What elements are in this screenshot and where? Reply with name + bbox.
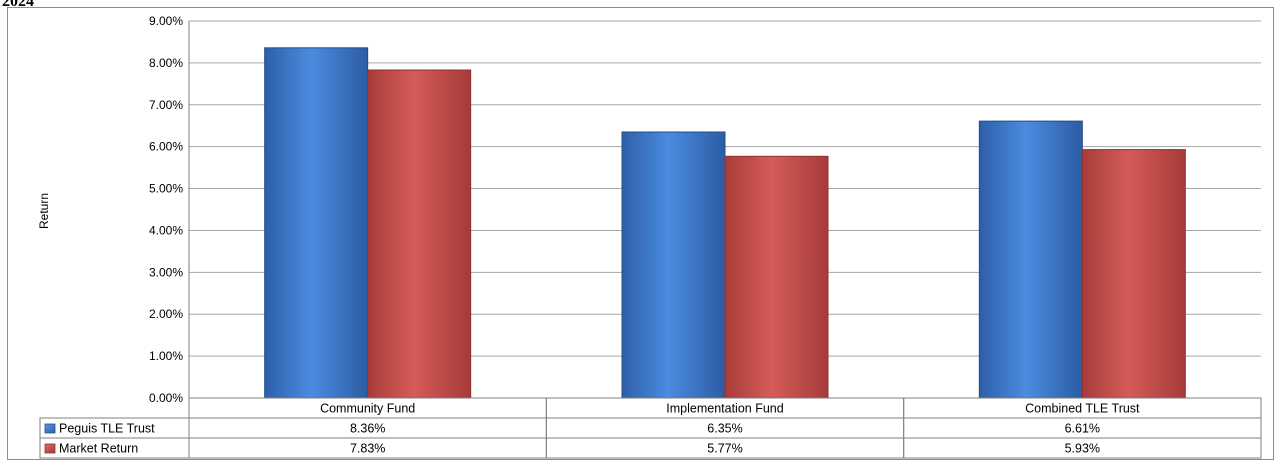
y-axis-tick-labels: 0.00% 1.00% 2.00% 3.00% 4.00% 5.00% 6.00% 7.00%… bbox=[149, 14, 183, 405]
y-tick-label: 8.00% bbox=[149, 56, 183, 70]
data-label: 5.93% bbox=[1065, 442, 1100, 456]
y-tick-label: 4.00% bbox=[149, 223, 183, 237]
data-label: 7.83% bbox=[350, 442, 385, 456]
table-cell bbox=[903, 437, 1262, 459]
legend-swatch bbox=[44, 423, 56, 434]
y-tick-label: 7.00% bbox=[149, 98, 183, 112]
y-tick-label: 9.00% bbox=[149, 14, 183, 28]
bar-peguis-tle-trust-0 bbox=[264, 47, 369, 399]
legend-label: Peguis TLE Trust bbox=[59, 422, 155, 436]
data-label: 5.77% bbox=[707, 442, 742, 456]
bar-peguis-tle-trust-1 bbox=[621, 131, 726, 399]
chart-frame bbox=[7, 7, 1274, 460]
y-tick-label: 1.00% bbox=[149, 349, 183, 363]
y-tick-label: 3.00% bbox=[149, 265, 183, 279]
bar-market-return-2 bbox=[1081, 149, 1186, 399]
data-label: 6.61% bbox=[1065, 422, 1100, 436]
bar-market-return-0 bbox=[367, 69, 472, 399]
legend-label: Market Return bbox=[59, 442, 138, 456]
y-axis-label: Return bbox=[37, 193, 51, 229]
data-table: Community Fund Implementation Fund Combine… bbox=[39, 397, 1262, 459]
y-tick-label: 2.00% bbox=[149, 307, 183, 321]
heading-fragment: 2024 bbox=[2, 0, 34, 10]
bar-market-return-1 bbox=[724, 155, 829, 399]
y-tick-label: 6.00% bbox=[149, 140, 183, 154]
data-label: 8.36% bbox=[350, 422, 385, 436]
legend-swatch bbox=[44, 443, 56, 454]
y-tick-label: 5.00% bbox=[149, 182, 183, 196]
bars bbox=[264, 47, 1186, 399]
data-label: 6.35% bbox=[707, 422, 742, 436]
y-tick-label: 0.00% bbox=[149, 391, 183, 405]
x-tick-label: Implementation Fund bbox=[666, 402, 783, 416]
x-tick-label: Combined TLE Trust bbox=[1025, 402, 1140, 416]
bar-peguis-tle-trust-2 bbox=[978, 120, 1083, 399]
x-tick-label: Community Fund bbox=[320, 402, 415, 416]
